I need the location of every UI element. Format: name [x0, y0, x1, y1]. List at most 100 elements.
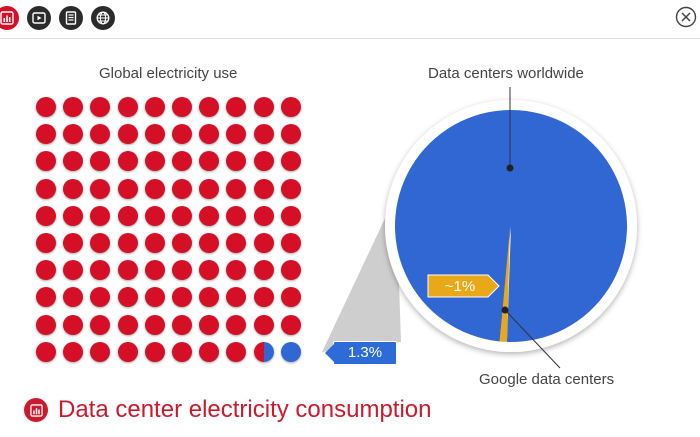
waffle-dot: [280, 233, 301, 253]
waffle-dot: [117, 124, 138, 145]
pie-slice-google: [499, 228, 510, 342]
waffle-dot: [199, 97, 220, 117]
waffle-dot: [226, 124, 247, 145]
waffle-dot: [63, 151, 84, 172]
pie-title-leader-dot: [506, 164, 514, 172]
waffle-dot: [90, 260, 111, 281]
globe-icon: [96, 11, 110, 25]
waffle-dot: [199, 287, 220, 308]
footer-chart-button: [24, 398, 48, 422]
waffle-dot: [117, 233, 138, 253]
google-data-centers-label: Google data centers: [479, 371, 615, 388]
waffle-dot: [253, 124, 274, 145]
waffle-dot: [226, 151, 247, 172]
waffle-dot: [117, 205, 138, 226]
waffle-dot: [144, 287, 165, 308]
waffle-dot: [90, 178, 111, 199]
waffle-dot: [36, 178, 56, 199]
chart-icon: [0, 11, 14, 25]
waffle-dot: [199, 151, 220, 172]
toolbar: [0, 0, 700, 39]
waffle-dot: [199, 341, 220, 362]
document-tab-button[interactable]: [59, 6, 83, 30]
waffle-dot: [253, 287, 274, 308]
waffle-dot: [280, 151, 301, 172]
pie-slice-data-centers: [394, 109, 627, 342]
waffle-dot: [63, 260, 84, 281]
waffle-dot: [172, 124, 192, 145]
waffle-dot: [253, 151, 274, 172]
waffle-dot: [280, 124, 301, 145]
waffle-dot: [36, 97, 56, 117]
waffle-dot: [280, 260, 301, 281]
waffle-dot: [90, 124, 111, 145]
waffle-dot: [63, 178, 84, 199]
video-tab-button[interactable]: [27, 6, 51, 30]
waffle-dot: [172, 97, 192, 117]
waffle-dot: [36, 151, 56, 172]
waffle-dot: [63, 124, 84, 145]
waffle-dot: [280, 314, 301, 335]
waffle-dot: [199, 205, 220, 226]
waffle-dot: [253, 314, 274, 335]
waffle-dot: [63, 314, 84, 335]
waffle-dot: [172, 341, 192, 362]
waffle-dot: [144, 260, 165, 281]
waffle-dot: [280, 205, 301, 226]
waffle-dot: [63, 233, 84, 253]
zoom-funnel: [322, 195, 401, 352]
waffle-dot: [117, 314, 138, 335]
waffle-dot: [144, 233, 165, 253]
waffle-dot: [90, 97, 111, 117]
waffle-dot: [253, 233, 274, 253]
globe-tab-button[interactable]: [91, 6, 115, 30]
waffle-dot: [226, 314, 247, 335]
chart-tab-button[interactable]: [0, 6, 19, 30]
waffle-dot: [90, 314, 111, 335]
waffle-dot: [280, 97, 301, 117]
waffle-dot: [144, 124, 165, 145]
waffle-dot: [172, 151, 192, 172]
waffle-dot: [144, 314, 165, 335]
waffle-dot: [280, 287, 301, 308]
waffle-dot: [90, 151, 111, 172]
chart-icon: [29, 403, 43, 417]
waffle-dot: [226, 341, 247, 362]
waffle-dot: [226, 287, 247, 308]
waffle-dot: [63, 287, 84, 308]
waffle-dot: [63, 97, 84, 117]
waffle-dot: [90, 205, 111, 226]
waffle-dot: [172, 233, 192, 253]
waffle-dot: [144, 97, 165, 117]
close-icon: [674, 5, 698, 29]
waffle-dot: [144, 178, 165, 199]
waffle-dot: [90, 233, 111, 253]
waffle-dot: [144, 205, 165, 226]
waffle-highlight-callout: 1.3%: [325, 341, 397, 365]
waffle-dot: [63, 341, 84, 362]
waffle-dot: [117, 178, 138, 199]
google-share-tag-label: ~1%: [445, 278, 475, 295]
waffle-chart-title: Global electricity use: [99, 65, 238, 82]
waffle-dot: [253, 178, 274, 199]
waffle-dot: [226, 205, 247, 226]
waffle-dot: [253, 260, 274, 281]
waffle-dot-highlight: [280, 341, 301, 362]
waffle-dot-highlight: [253, 341, 274, 362]
waffle-dot: [36, 287, 56, 308]
google-leader: [504, 309, 561, 369]
waffle-dot: [172, 260, 192, 281]
footer-title: Data center electricity consumption: [58, 396, 432, 423]
close-button[interactable]: [674, 5, 698, 29]
waffle-dot: [199, 233, 220, 253]
waffle-dot: [36, 341, 56, 362]
waffle-dot: [226, 97, 247, 117]
google-share-tag: ~1%: [427, 274, 500, 298]
waffle-dot: [144, 341, 165, 362]
waffle-dot: [36, 124, 56, 145]
waffle-dot: [36, 314, 56, 335]
waffle-dot: [117, 260, 138, 281]
google-share-tag-shape: [427, 274, 500, 298]
waffle-dot: [253, 97, 274, 117]
waffle-dot: [117, 151, 138, 172]
